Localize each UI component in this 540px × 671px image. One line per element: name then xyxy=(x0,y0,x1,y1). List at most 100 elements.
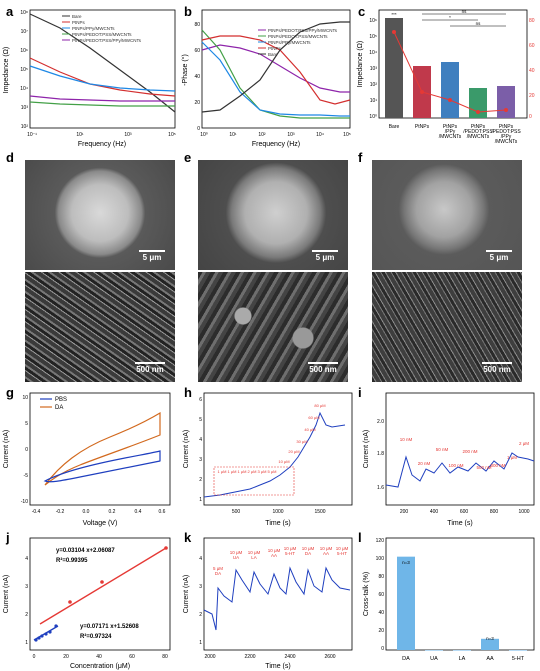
xtick-g-3: 0.2 xyxy=(109,509,116,515)
annot-h-1: 1 μM xyxy=(228,469,237,474)
ytick-j-1: 3 xyxy=(25,584,28,590)
eq-j-1: y=0.03104 x+2.06087 xyxy=(56,548,115,554)
ytick-c-1: 10⁵ xyxy=(369,34,377,40)
xtick-a-0: 10⁻¹ xyxy=(27,132,37,138)
panel-label-b: b xyxy=(184,4,192,19)
xtick-i-1: 400 xyxy=(430,509,439,515)
panel-label-e: e xyxy=(184,150,192,165)
point-j-0 xyxy=(34,638,38,642)
point-j-2 xyxy=(40,634,44,638)
point-j-6 xyxy=(68,600,72,604)
xcat-c-0: Bare xyxy=(389,124,400,130)
xtick-k-3: 2600 xyxy=(324,654,335,660)
bar-c-2 xyxy=(441,62,459,118)
ytick-c-right-3: 20 xyxy=(529,93,535,99)
legend-a-1: PtNPs xyxy=(72,20,86,25)
panel-j-fit-line-high xyxy=(39,547,167,625)
panel-j-frame xyxy=(29,537,171,651)
panel-g-legend: PBS DA xyxy=(40,397,67,411)
ytick-h-1: 5 xyxy=(199,417,202,423)
point-j-7 xyxy=(100,580,104,584)
ytick-k-1: 3 xyxy=(199,584,202,590)
annot-i-3: 100 nM xyxy=(448,463,463,468)
annot-h-6: 10 μM xyxy=(278,459,289,464)
ytick-a-0: 10⁸ xyxy=(20,10,28,16)
panel-k-frame xyxy=(203,537,353,651)
panel-a-series-bare xyxy=(29,13,176,113)
phase-point-c-1 xyxy=(420,90,424,94)
annot-h-2: 1 μM xyxy=(238,469,247,474)
ytick-k-3: 1 xyxy=(199,640,202,646)
n-label-l-0: n=3 xyxy=(402,560,410,565)
panel-h-trace xyxy=(203,411,346,498)
xcat-l-1: UA xyxy=(430,656,438,662)
ylabel-i: Current (nA) xyxy=(363,430,370,469)
panel-label-h: h xyxy=(184,385,192,400)
legend-b-3: PtNPs xyxy=(268,46,282,51)
xtick-h-0: 500 xyxy=(232,509,241,515)
ytick-a-3: 10⁵ xyxy=(20,67,28,73)
ylabel-l: Cross-talk (%) xyxy=(363,572,370,616)
xcat-l-3: AA xyxy=(486,656,494,662)
scalebar-d-top: 5 μm xyxy=(139,250,165,262)
xtick-g-5: 0.6 xyxy=(159,509,166,515)
panel-c-sig-brackets xyxy=(422,13,506,27)
legend-a-4: PtNPs/PEDOT:PSS/PPy/MWCNTs xyxy=(72,38,142,43)
ylabel-k: Current (nA) xyxy=(183,575,190,614)
sig-c-2: * xyxy=(449,15,451,20)
xtick-h-2: 1500 xyxy=(314,509,325,515)
panel-k-trace xyxy=(203,566,351,631)
xtick-j-0: 0 xyxy=(33,654,36,660)
panel-a-series-ppy xyxy=(29,65,176,92)
xcat-c-4: PtNPs/PEDOT:PSS/PPy/MWCNTs xyxy=(491,124,521,145)
annot-k-4: 10 μM 5-HT xyxy=(284,546,297,556)
xtick-b-2: 10² xyxy=(258,132,266,138)
ytick-c-right-0: 80 xyxy=(529,18,535,24)
eq-j-2: y=0.07171 x+1.52608 xyxy=(80,624,139,630)
ytick-a-5: 10³ xyxy=(21,105,29,111)
ytick-g-0: 10 xyxy=(22,395,28,401)
panel-j-chart: y=0.03104 x+2.06087 R²=0.99395 y=0.07171… xyxy=(3,537,171,670)
panel-b-series-bare xyxy=(201,21,350,113)
sem-f-bottom: 500 nm xyxy=(372,272,522,382)
panel-label-f: f xyxy=(358,150,363,165)
xlabel-k: Time (s) xyxy=(265,663,290,670)
legend-b-0: PtNPs/PEDOT:PSS/PPy/MWCNTs xyxy=(268,28,338,33)
panel-label-a: a xyxy=(6,4,14,19)
panel-h-chart: 1 μM 1 μM 1 μM 2 μM 3 μM 5 μM 10 μM 20 μ… xyxy=(183,392,353,527)
ytick-c-3: 10³ xyxy=(370,66,378,72)
annot-h-4: 3 μM xyxy=(258,469,267,474)
panel-k-annotations: 5 μM DA 10 μM UA 10 μM LA 10 μM AA 10 μM 5-HT… xyxy=(213,546,349,576)
xcat-c-2: PtNPs/PPy/MWCNTs xyxy=(439,124,462,140)
xlabel-g: Voltage (V) xyxy=(83,520,118,527)
ytick-i-2: 1.6 xyxy=(377,485,384,491)
xtick-h-1: 1000 xyxy=(272,509,283,515)
panel-label-d: d xyxy=(6,150,14,165)
panel-g-series-pbs xyxy=(43,450,161,483)
panel-b-frame xyxy=(201,9,351,129)
panel-l-chart: n=3 n=3 120 100 80 60 40 20 0 DA UA LA A… xyxy=(363,537,535,662)
sig-c-0: *** xyxy=(391,12,397,17)
ytick-b-4: 80 xyxy=(194,22,200,28)
annot-h-10: 60 μM xyxy=(308,415,319,420)
annot-i-5: 500 nM xyxy=(476,465,491,470)
panel-h-annotations: 1 μM 1 μM 1 μM 2 μM 3 μM 5 μM 10 μM 20 μ… xyxy=(218,403,326,474)
panel-i-chart: 10 nM 20 nM 50 nM 100 nM 200 nM 500 nM 8… xyxy=(363,392,535,527)
ylabel-a: Impedance (Ω) xyxy=(3,47,10,93)
r2-j-1: R²=0.99395 xyxy=(56,557,88,564)
ytick-k-2: 2 xyxy=(199,612,202,618)
xtick-k-2: 2400 xyxy=(284,654,295,660)
panel-label-g: g xyxy=(6,385,14,400)
annot-i-6: 800 nM xyxy=(490,463,505,468)
ytick-c-2: 10⁴ xyxy=(369,50,377,56)
sem-e-bottom: 500 nm xyxy=(198,272,348,382)
ylabel-h: Current (nA) xyxy=(183,430,190,469)
annot-h-11: 80 μM xyxy=(314,403,325,408)
legend-g-0: PBS xyxy=(55,397,67,403)
xtick-a-3: 10⁵ xyxy=(168,132,176,138)
annot-k-6: 10 μM AA xyxy=(320,546,333,556)
phase-point-c-0 xyxy=(392,30,396,34)
scalebar-e-bottom: 500 nm xyxy=(308,362,338,374)
point-j-4 xyxy=(48,630,52,634)
panel-a-legend: Bare PtNPs PtNPs/PPy/MWCNTs PtNPs/PEDOT:… xyxy=(62,14,142,43)
